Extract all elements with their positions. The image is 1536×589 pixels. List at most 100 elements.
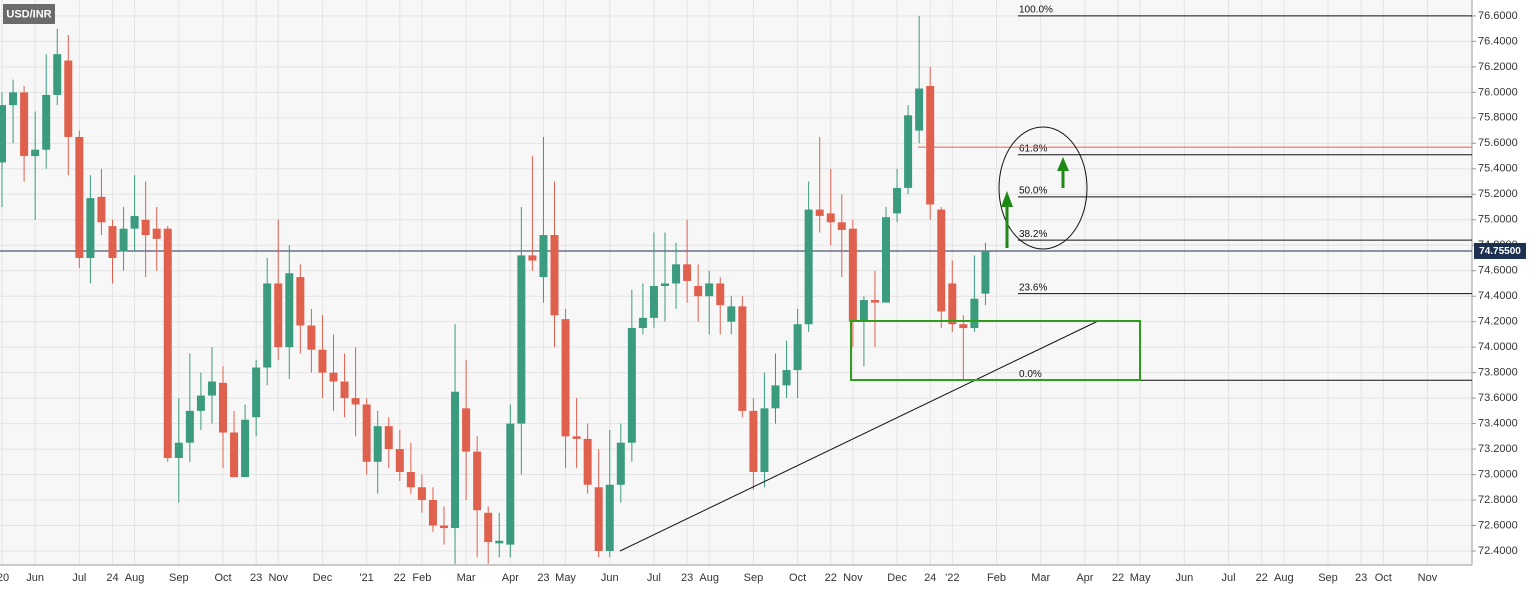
candle-body bbox=[9, 92, 18, 106]
candle-body bbox=[661, 283, 669, 287]
fib-label: 0.0% bbox=[1019, 369, 1042, 380]
candle-body bbox=[152, 228, 161, 239]
x-tick-label: Sep bbox=[744, 572, 764, 584]
candle-body bbox=[428, 500, 437, 526]
arrow-head bbox=[1001, 191, 1013, 207]
candle-body bbox=[959, 324, 968, 329]
x-tick-label: Jul bbox=[1222, 572, 1236, 584]
x-tick-label: 22 bbox=[394, 572, 406, 584]
candle-body bbox=[948, 283, 957, 325]
candle-body bbox=[274, 283, 283, 348]
candle-body bbox=[716, 283, 725, 306]
x-tick-label: '21 bbox=[359, 572, 373, 584]
support-box bbox=[850, 320, 1141, 381]
x-tick-label: 24 bbox=[106, 572, 118, 584]
x-tick-label: '22 bbox=[945, 572, 959, 584]
candle-body bbox=[351, 398, 360, 405]
chart-title: USD/INR bbox=[6, 8, 51, 20]
candle-body bbox=[561, 319, 570, 437]
fib-label: 38.2% bbox=[1019, 229, 1047, 240]
x-tick-label: 23 bbox=[250, 572, 262, 584]
candle-body bbox=[64, 60, 73, 137]
candle-body bbox=[870, 300, 879, 303]
x-tick-label: Dec bbox=[313, 572, 333, 584]
candle-body bbox=[373, 426, 382, 462]
y-tick-label: 74.2000 bbox=[1478, 316, 1518, 328]
candle-body bbox=[882, 217, 890, 303]
candle-body bbox=[727, 306, 736, 322]
x-tick-label: Mar bbox=[1031, 572, 1050, 584]
candle-body bbox=[207, 381, 216, 396]
candle-body bbox=[263, 283, 272, 368]
x-tick-label: 24 bbox=[924, 572, 936, 584]
candle-body bbox=[86, 198, 95, 258]
candle-body bbox=[594, 487, 603, 551]
candle-body bbox=[627, 328, 636, 443]
candle-body bbox=[539, 235, 548, 278]
x-tick-label: 22 bbox=[1256, 572, 1268, 584]
candle-body bbox=[848, 228, 857, 322]
y-tick-label: 75.6000 bbox=[1478, 137, 1518, 149]
candle-body bbox=[771, 385, 780, 409]
candle-body bbox=[705, 283, 714, 297]
annotations bbox=[619, 126, 1141, 552]
x-tick-label: May bbox=[1130, 572, 1151, 584]
x-tick-label: Dec bbox=[887, 572, 907, 584]
x-tick-label: 23 bbox=[681, 572, 693, 584]
candle-body bbox=[384, 426, 393, 450]
candle-body bbox=[318, 349, 327, 373]
candle-body bbox=[616, 442, 625, 485]
candle-body bbox=[926, 85, 935, 205]
candle-body bbox=[782, 370, 791, 386]
plot-area bbox=[0, 0, 1472, 565]
y-tick-label: 73.0000 bbox=[1478, 468, 1518, 480]
candle-body bbox=[473, 451, 482, 511]
y-tick-label: 73.8000 bbox=[1478, 367, 1518, 379]
candle-body bbox=[42, 94, 51, 150]
candle-body bbox=[362, 404, 371, 462]
y-tick-label: 76.2000 bbox=[1478, 61, 1518, 73]
x-tick-label: Nov bbox=[268, 572, 288, 584]
candle-body bbox=[307, 325, 316, 350]
candle-body bbox=[141, 219, 150, 236]
candle-body bbox=[219, 382, 227, 433]
candle-body bbox=[230, 432, 239, 478]
candle-body bbox=[760, 408, 769, 473]
y-tick-label: 76.0000 bbox=[1478, 86, 1518, 98]
candle-body bbox=[130, 215, 139, 229]
candle-body bbox=[451, 391, 460, 529]
x-tick-label: Nov bbox=[1418, 572, 1438, 584]
candle-body bbox=[893, 187, 902, 214]
x-tick-label: Aug bbox=[699, 572, 719, 584]
candle-body bbox=[605, 484, 614, 551]
y-tick-label: 74.4000 bbox=[1478, 290, 1518, 302]
x-tick-label: Jul bbox=[72, 572, 86, 584]
x-tick-label: Nov bbox=[843, 572, 863, 584]
y-tick-label: 75.4000 bbox=[1478, 163, 1518, 175]
candle-body bbox=[550, 235, 559, 316]
candle-body bbox=[406, 472, 415, 488]
x-tick-label: Apr bbox=[1076, 572, 1093, 584]
candle-body bbox=[572, 436, 581, 439]
y-tick-label: 73.6000 bbox=[1478, 392, 1518, 404]
candle-body bbox=[981, 250, 990, 294]
candle-body bbox=[915, 88, 924, 131]
candle-body bbox=[395, 449, 404, 473]
x-tick-label: Mar bbox=[457, 572, 476, 584]
candle-body bbox=[296, 277, 305, 326]
x-tick-label: Apr bbox=[502, 572, 519, 584]
candle-body bbox=[484, 512, 493, 543]
candle-body bbox=[241, 419, 250, 478]
candle-body bbox=[837, 222, 846, 230]
candle-body bbox=[970, 298, 979, 329]
x-tick-label: Sep bbox=[1318, 572, 1338, 584]
candle-body bbox=[749, 410, 758, 473]
candle-body bbox=[694, 286, 703, 297]
fib-label: 23.6% bbox=[1019, 282, 1047, 293]
fib-label: 50.0% bbox=[1019, 185, 1047, 196]
candle-body bbox=[517, 255, 526, 424]
candle-body bbox=[506, 423, 515, 545]
